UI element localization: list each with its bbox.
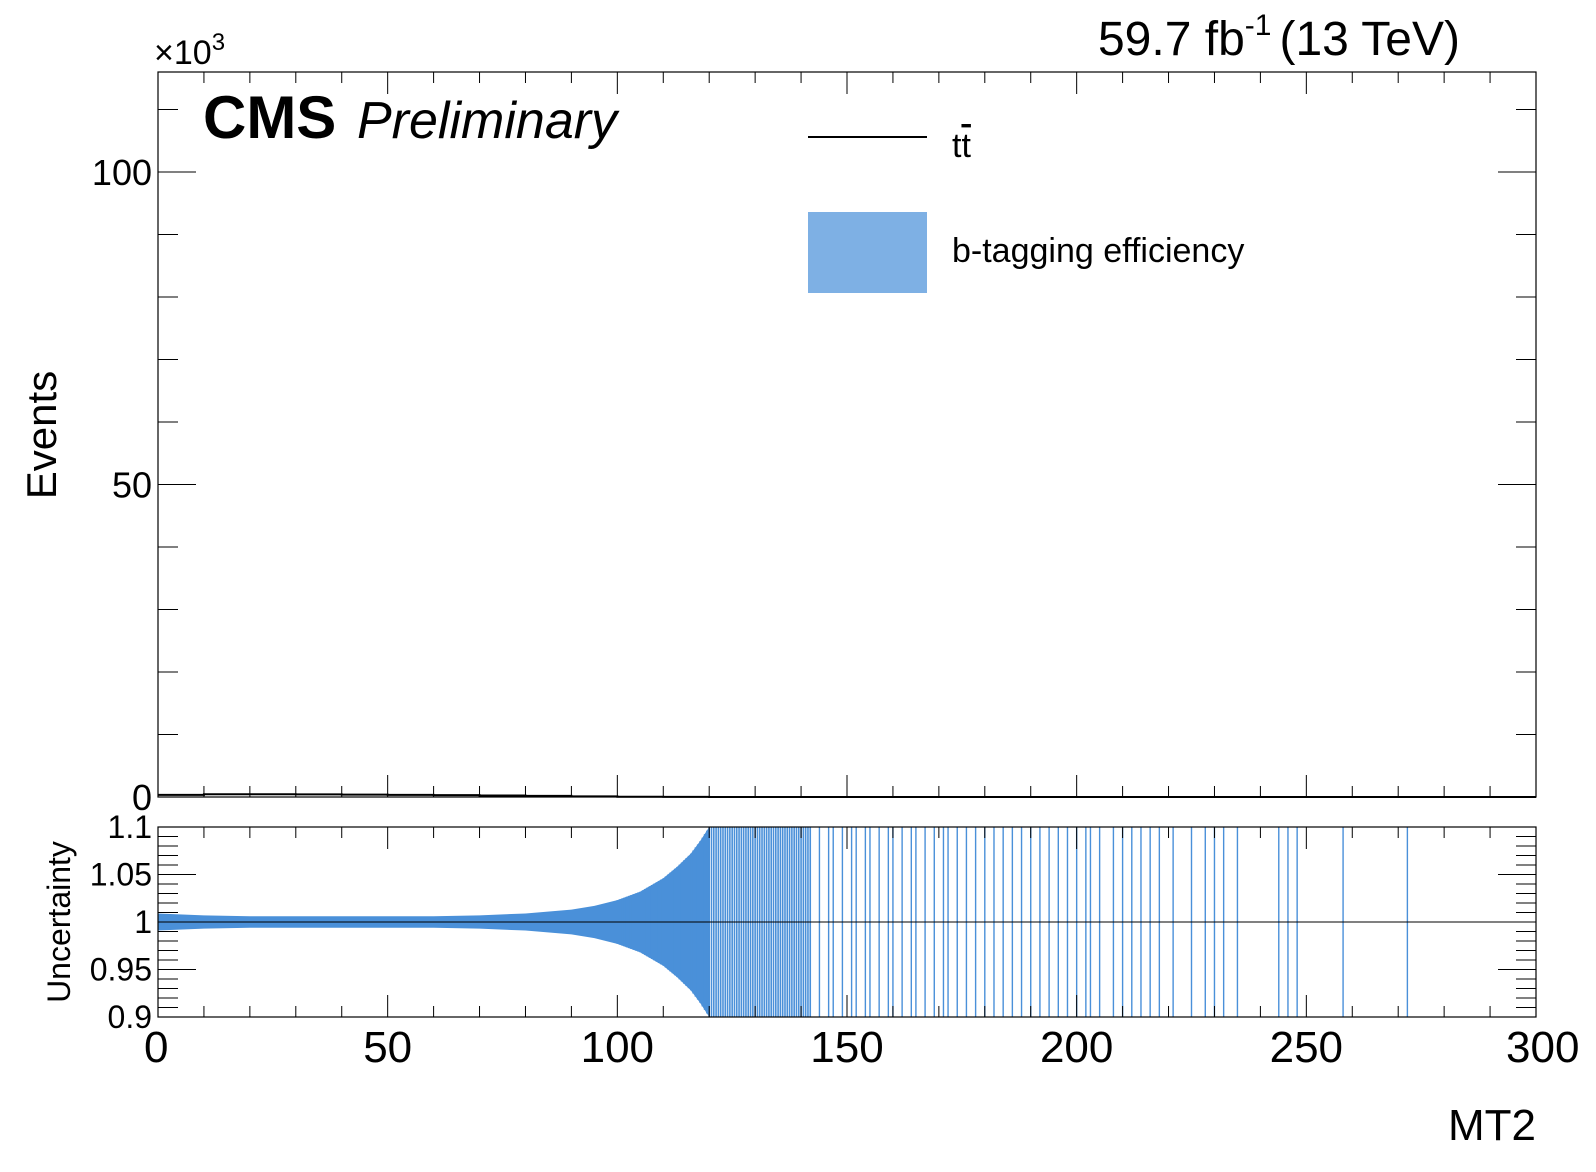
main-y-axis-title: Events [18, 371, 65, 499]
legend-band-label: b-tagging efficiency [952, 232, 1244, 270]
main-y-tick-label: 0 [132, 777, 152, 818]
main-panel: 0 50 100 CMS Preliminary 59.7 fb-1 (13 TeV)… [18, 9, 1537, 818]
main-y-tick-label: 50 [112, 465, 152, 506]
ratio-y-tick-label: 1.1 [108, 809, 152, 845]
lumi-exponent: -1 [1245, 9, 1272, 42]
lumi-value: 59.7 fb [1098, 13, 1245, 66]
ratio-y-tick-label: 1.05 [90, 857, 152, 893]
ratio-x-ticks: 0 50 100 150 200 250 300 [144, 827, 1579, 1072]
luminosity-label: 59.7 fb-1 (13 TeV) [1098, 9, 1460, 66]
x-tick-label: 50 [363, 1023, 412, 1072]
preliminary-label: Preliminary [357, 92, 620, 150]
ratio-y-tick-label: 1 [134, 904, 152, 940]
main-plot-frame [157, 71, 1537, 798]
ratio-y-tick-label: 0.9 [108, 999, 152, 1035]
ratio-y-axis-title: Uncertainty [41, 841, 77, 1003]
legend-ttbar-label: tt [952, 127, 971, 165]
legend: tt b-tagging efficiency [808, 127, 1244, 293]
x-tick-label: 100 [581, 1023, 654, 1072]
legend-band-swatch [808, 212, 927, 293]
ttbar-series-line [158, 793, 1536, 798]
ratio-panel: 0.9 0.95 1 1.05 1.1 0 50 100 150 200 250 300 Uncer… [41, 809, 1579, 1150]
y-multiplier-exponent: 3 [212, 29, 225, 56]
x-tick-label: 150 [810, 1023, 883, 1072]
x-tick-label: 300 [1506, 1023, 1579, 1072]
y-multiplier: ×103 [154, 29, 225, 72]
legend-ttbar-t: t [952, 127, 962, 165]
main-series [158, 793, 1536, 798]
legend-ttbar-tbar: t [961, 127, 971, 165]
x-tick-label: 200 [1040, 1023, 1113, 1072]
main-y-tick-label: 100 [92, 152, 152, 193]
main-x-ticks [157, 72, 1537, 797]
x-tick-label: 250 [1270, 1023, 1343, 1072]
x-tick-label: 0 [144, 1023, 168, 1072]
ratio-y-ticks: 0.9 0.95 1 1.05 1.1 [90, 809, 1536, 1035]
lumi-energy: (13 TeV) [1279, 13, 1460, 66]
cms-label: CMS [203, 84, 336, 151]
ratio-y-tick-label: 0.95 [90, 952, 152, 988]
x-axis-title: MT2 [1448, 1101, 1536, 1150]
y-multiplier-base: ×10 [154, 34, 212, 72]
main-y-ticks: 0 50 100 [92, 109, 1536, 818]
